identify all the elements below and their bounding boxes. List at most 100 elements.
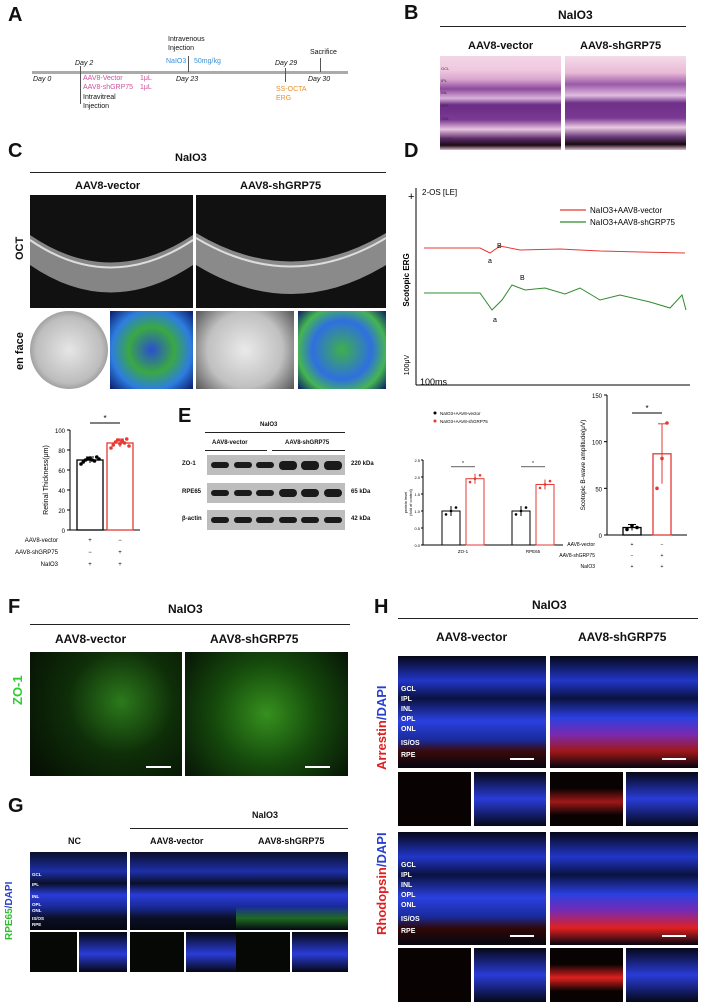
condition-label: NaIO3: [41, 562, 59, 568]
panel-h-layer-label: IS/OS: [401, 740, 420, 747]
y-tick-label: 100: [55, 429, 66, 435]
panel-h-layer-label: GCL: [401, 862, 416, 869]
erg-scale-x: 100ms: [420, 377, 448, 387]
y-tick-label: 80: [58, 449, 65, 455]
panel-h-layer-label: OPL: [401, 892, 416, 899]
h-main-sh-0: [550, 656, 698, 768]
panel-h-layer-label: IPL: [401, 872, 412, 879]
chart-retinal-thickness: 0 20 40 60 80 100 Retinal Thickness(μm) * AAV8-v…: [15, 414, 140, 568]
rpe65-main-image-2: [236, 852, 348, 930]
panel-c-vector-label: AAV8-vector: [75, 180, 141, 192]
panel-h-layer-label: OPL: [401, 716, 416, 723]
erg-b-vector: B: [497, 243, 502, 250]
timeline: Day 0 Day 2 AAV8-Vector 1μL AAV8-shGRP75…: [0, 0, 360, 120]
h-main-sh-1: [550, 832, 698, 945]
data-point: [548, 479, 552, 483]
timeline-vector-vol: 1μL: [140, 75, 152, 82]
h-sub-blue-sh-1: [626, 948, 698, 1002]
bar-0: [76, 459, 104, 531]
panel-g-layer-label: GCL: [32, 872, 42, 877]
panel-e-treatment: NaIO3: [260, 422, 278, 428]
panel-c-treatment: NaIO3: [175, 152, 207, 164]
timeline-tick-day23: [188, 56, 189, 72]
y-tick-label: 20: [58, 509, 65, 515]
rpe65-sub-green-2: [236, 932, 290, 972]
data-point: [478, 474, 482, 477]
timeline-intravenous: Intravenous: [168, 36, 205, 43]
panel-f-sh-label: AAV8-shGRP75: [210, 632, 299, 646]
data-point: [111, 443, 116, 447]
panel-h-arrestin-dapi: /DAPI: [374, 685, 389, 721]
he-image-vector: [440, 56, 561, 150]
bar: [441, 510, 461, 546]
data-point: [655, 486, 659, 491]
erg-a-vector: a: [488, 258, 492, 265]
panel-h-arrestin-stain: Arrestin/DAPI: [374, 685, 389, 770]
erg-header: 2-OS [LE]: [422, 188, 457, 197]
condition-sign: +: [88, 538, 92, 544]
blot-label-0: ZO-1: [182, 461, 196, 467]
condition-sign: −: [661, 542, 664, 548]
blot-band: [233, 462, 252, 468]
blot-band: [211, 462, 229, 468]
timeline-dose: 50mg/kg: [194, 58, 221, 65]
zo1-image-sh: [185, 652, 348, 776]
panel-g-treatment: NaIO3: [252, 810, 279, 820]
scale-bar-h: [662, 935, 686, 937]
blot-band: [278, 489, 297, 497]
blot-band: [278, 460, 297, 470]
panel-h-layer-label: IS/OS: [401, 916, 420, 923]
data-point: [665, 421, 669, 425]
panel-g-stain-dapi: /DAPI: [4, 881, 15, 909]
blot-band: [233, 517, 252, 523]
panel-label-f: F: [8, 596, 21, 618]
y-axis-label: Retinal Thickness(μm): [43, 445, 50, 515]
sig-star: *: [532, 461, 534, 467]
condition-label: NaIO3: [581, 564, 596, 570]
blot-band: [256, 490, 274, 496]
timeline-sh: AAV8-shGRP75: [83, 84, 134, 91]
rpe65-sub-blue-1: [185, 932, 241, 972]
h-main-vector-0: [398, 656, 546, 768]
data-point: [122, 441, 127, 445]
panel-b-treatment: NaIO3: [558, 8, 593, 22]
panel-f-vector-label: AAV8-vector: [55, 632, 127, 646]
timeline-day29: Day 29: [275, 60, 298, 67]
timeline-vector: AAV8-Vector: [83, 75, 123, 82]
condition-label: AAV8-vector: [567, 542, 595, 548]
data-point: [468, 480, 472, 484]
y-tick-label: 0: [62, 529, 66, 535]
panel-b-layer-inl: INL: [441, 90, 448, 95]
h-sub-blue-sh-0: [626, 772, 698, 826]
scale-bar-h: [662, 758, 686, 760]
panel-c-oct-label: OCT: [14, 236, 26, 260]
y-tick-label: 50: [595, 487, 602, 493]
erg-y-label: Scotopic ERG: [402, 253, 411, 306]
timeline-erg: ERG: [276, 95, 292, 102]
panel-h-layer-label: IPL: [401, 696, 412, 703]
data-point: [127, 444, 131, 448]
condition-label: AAV8-shGRP75: [559, 553, 595, 559]
timeline-sacrifice: Sacrifice: [310, 49, 337, 56]
zo1-image-vector: [30, 652, 182, 776]
blot-label-2: β-actin: [182, 516, 202, 522]
condition-label: AAV8-shGRP75: [15, 550, 59, 556]
panel-g-layer-label: OPL: [32, 902, 42, 907]
legend-label: NaIO3+AAV8-vector: [440, 411, 481, 416]
y-tick-label: 40: [58, 489, 65, 495]
blot-kda-1: 65 kDa: [351, 489, 371, 495]
panel-b-rule: [440, 26, 686, 27]
panel-b-sh-label: AAV8-shGRP75: [580, 40, 662, 52]
x-tick-label: RPE65: [526, 549, 541, 554]
condition-sign: −: [118, 538, 122, 544]
bar-1: [106, 442, 134, 531]
panel-b-layer-opl: OPL: [441, 103, 450, 108]
panel-c-enface-label: en face: [14, 332, 26, 370]
timeline-ssocta: SS-OCTA: [276, 86, 307, 93]
panel-h-rhodopsin-stain: Rhodopsin/DAPI: [374, 832, 389, 935]
panel-e-rule-g1: [205, 450, 267, 451]
h-sub-red-vector-0: [398, 772, 471, 826]
y-axis-label: Scotopic B-wave amplitude(μV): [580, 420, 587, 511]
data-point: [92, 459, 97, 463]
data-point: [635, 525, 639, 530]
